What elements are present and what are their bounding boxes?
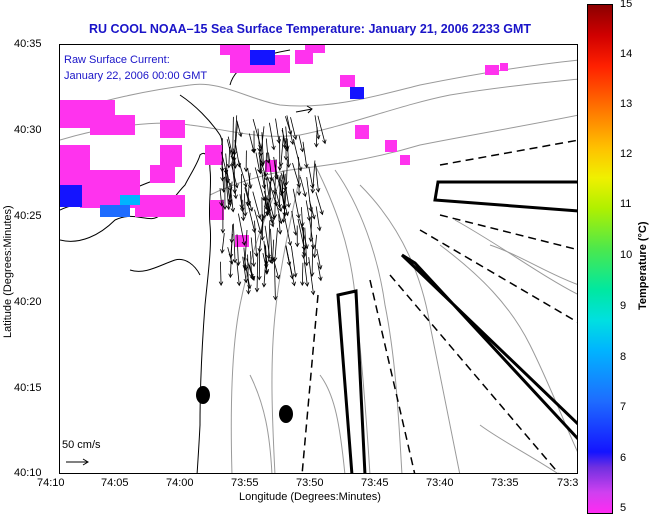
colorbar-tick: 15 (620, 0, 633, 10)
map-title: RU COOL NOAA–15 Sea Surface Temperature:… (88, 22, 532, 36)
y-tick-label: 40:25 (14, 210, 42, 222)
colorbar-tick: 5 (620, 502, 627, 514)
temperature-colorbar (587, 4, 613, 514)
current-legend-date: January 22, 2006 00:00 GMT (64, 70, 208, 82)
x-tick-label: 73:55 (231, 477, 259, 489)
sst-patches (60, 45, 508, 247)
x-tick-label: 73:50 (296, 477, 324, 489)
x-tick-label: 73:40 (426, 477, 454, 489)
y-tick-label: 40:10 (14, 467, 42, 479)
current-vectors (218, 115, 327, 301)
x-tick-label: 73:35 (491, 477, 519, 489)
colorbar-tick: 14 (620, 48, 633, 60)
scale-label: 50 cm/s (62, 439, 101, 451)
x-tick-label: 73:3 (557, 477, 579, 489)
y-tick-label: 40:15 (14, 382, 42, 394)
map-panel[interactable] (59, 44, 578, 474)
y-tick-label: 40:30 (14, 124, 42, 136)
colorbar-tick: 9 (620, 300, 627, 312)
colorbar-tick: 12 (620, 148, 633, 160)
colorbar-tick: 6 (620, 452, 627, 464)
current-legend-title: Raw Surface Current: (64, 54, 170, 66)
colorbar-tick: 10 (620, 249, 633, 261)
colorbar-tick: 7 (620, 401, 627, 413)
y-axis-label: Latitude (Degrees:Minutes) (2, 205, 14, 338)
map-canvas[interactable] (60, 45, 578, 474)
x-tick-label: 73:45 (361, 477, 389, 489)
y-tick-label: 40:35 (14, 38, 42, 50)
bathymetry-contours (60, 59, 577, 473)
x-tick-label: 74:05 (101, 477, 129, 489)
survey-regions (301, 139, 577, 473)
colorbar-tick: 13 (620, 98, 633, 110)
x-axis-label: Longitude (Degrees:Minutes) (239, 491, 381, 503)
colorbar-label: Temperature (°C) (637, 221, 649, 310)
colorbar-tick: 8 (620, 351, 627, 363)
small-vector-arrow-icon (295, 105, 313, 114)
x-tick-label: 74:10 (37, 477, 65, 489)
y-tick-label: 40:20 (14, 296, 42, 308)
station-marker-1[interactable] (196, 386, 210, 404)
scale-arrow-icon (66, 458, 89, 466)
colorbar-tick: 11 (620, 198, 632, 210)
x-tick-label: 74:00 (166, 477, 194, 489)
station-marker-2[interactable] (279, 405, 293, 423)
